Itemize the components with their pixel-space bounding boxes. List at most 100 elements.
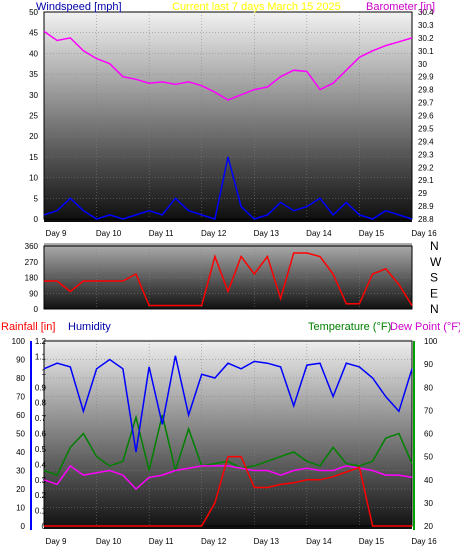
rainfall-tick-label: 1.1	[35, 352, 47, 361]
windspeed-tick-label: 0	[34, 215, 39, 224]
humidity-tick-label: 60	[16, 411, 25, 420]
windspeed-tick-label: 25	[29, 112, 38, 121]
dewpoint-line	[43, 464, 413, 491]
compass-tick-label: E	[430, 286, 438, 300]
panel-1-plot-area	[44, 12, 412, 222]
barometer-tick-label: 30	[418, 60, 427, 69]
day-tick-label: Day 14	[306, 229, 332, 238]
temperature-line	[43, 414, 413, 477]
barometer-axis-label: Barometer [in]	[366, 1, 435, 13]
rainfall-tick-label: 0.1	[35, 507, 47, 516]
humidity-tick-label: 30	[16, 467, 25, 476]
windspeed-tick-label: 45	[29, 29, 38, 38]
rainfall-tick-label: 1.2	[35, 337, 47, 346]
rainfall-tick-label: 0.6	[35, 430, 47, 439]
compass-tick-label: N	[430, 302, 439, 316]
temperature-tick-label: 50	[424, 453, 433, 462]
day-tick-label: Day 13	[254, 229, 280, 238]
day-tick-label: Day 15	[359, 537, 385, 546]
day-tick-label: Day 9	[46, 229, 67, 238]
direction-line	[44, 252, 413, 307]
compass-tick-label: N	[430, 239, 439, 253]
rainfall-tick-label: 0.5	[35, 445, 47, 454]
barometer-tick-label: 29	[418, 189, 427, 198]
windspeed-tick-label: 15	[29, 153, 38, 162]
temperature-axis-label: Temperature (°F)	[308, 321, 391, 333]
windspeed-line	[43, 156, 413, 220]
humidity-tick-label: 40	[16, 448, 25, 457]
panel-border	[43, 11, 413, 220]
rainfall-line	[44, 455, 412, 527]
rainfall-tick-label: 0.7	[35, 414, 47, 423]
temperature-tick-label: 40	[424, 476, 433, 485]
barometer-tick-label: 29.4	[418, 137, 434, 146]
barometer-tick-label: 29.9	[418, 73, 434, 82]
day-tick-label: Day 12	[201, 229, 227, 238]
rainfall-tick-label: 0.8	[35, 399, 47, 408]
barometer-tick-label: 29.1	[418, 176, 434, 185]
humidity-tick-label: 0	[21, 522, 26, 531]
temperature-tick-label: 60	[424, 430, 433, 439]
windspeed-tick-label: 20	[29, 132, 38, 141]
temperature-tick-label: 90	[424, 360, 433, 369]
rainfall-tick-label: 0.3	[35, 476, 47, 485]
day-tick-label: Day 16	[411, 537, 437, 546]
barometer-tick-label: 30.1	[418, 47, 434, 56]
panel-2-plot-area	[44, 243, 412, 309]
barometer-tick-label: 29.6	[418, 112, 434, 121]
humidity-tick-label: 100	[12, 337, 26, 346]
barometer-line	[43, 30, 413, 101]
chart-title: Current last 7 days March 15 2025	[172, 1, 341, 13]
windspeed-axis-label: Windspeed [mph]	[36, 1, 122, 13]
windspeed-tick-label: 50	[29, 8, 38, 17]
windspeed-tick-label: 35	[29, 70, 38, 79]
barometer-tick-label: 29.7	[418, 99, 434, 108]
direction-tick-label: 360	[25, 242, 39, 251]
rainfall-axis-label: Rainfall [in]	[1, 321, 55, 333]
humidity-axis-label: Humidity	[68, 321, 111, 333]
barometer-tick-label: 30.4	[418, 8, 434, 17]
humidity-tick-label: 90	[16, 356, 25, 365]
day-tick-label: Day 9	[46, 537, 67, 546]
axis-ticks: 0 5 10 15 20 25 30 35 40 45 50 28.8 28.9 29 29.1 29.2 29…	[12, 8, 442, 546]
day-tick-label: Day 11	[149, 537, 174, 546]
day-tick-label: Day 16	[411, 229, 437, 238]
rainfall-tick-label: 0.4	[35, 460, 47, 469]
series-lines	[43, 30, 413, 527]
day-tick-label: Day 12	[201, 537, 227, 546]
day-tick-label: Day 10	[96, 537, 122, 546]
rainfall-tick-label: 0.2	[35, 491, 47, 500]
windspeed-tick-label: 40	[29, 49, 38, 58]
barometer-tick-label: 29.8	[418, 86, 434, 95]
barometer-tick-label: 28.8	[418, 215, 434, 224]
day-tick-label: Day 11	[149, 229, 174, 238]
windspeed-tick-label: 30	[29, 91, 38, 100]
direction-tick-label: 180	[25, 274, 39, 283]
panel-3-plot-area	[44, 339, 412, 529]
humidity-tick-label: 20	[16, 485, 25, 494]
humidity-tick-label: 70	[16, 393, 25, 402]
humidity-tick-label: 80	[16, 374, 25, 383]
dewpoint-axis-label: Dew Point (°F)	[390, 321, 460, 333]
temperature-tick-label: 20	[424, 522, 433, 531]
barometer-tick-label: 29.3	[418, 150, 434, 159]
day-tick-label: Day 15	[359, 229, 385, 238]
barometer-tick-label: 30.3	[418, 21, 434, 30]
barometer-tick-label: 28.9	[418, 202, 434, 211]
temperature-tick-label: 100	[424, 337, 438, 346]
day-tick-label: Day 13	[254, 537, 280, 546]
temperature-tick-label: 80	[424, 383, 433, 392]
windspeed-tick-label: 5	[34, 194, 39, 203]
direction-tick-label: 90	[29, 289, 38, 298]
day-tick-label: Day 10	[96, 229, 122, 238]
direction-tick-label: 270	[25, 258, 39, 267]
humidity-line	[43, 355, 413, 453]
panel-border	[43, 340, 413, 527]
temperature-tick-label: 70	[424, 406, 433, 415]
barometer-tick-label: 30.2	[418, 34, 434, 43]
panel-border	[43, 245, 413, 310]
humidity-tick-label: 10	[16, 504, 25, 513]
direction-tick-label: 0	[34, 305, 39, 314]
